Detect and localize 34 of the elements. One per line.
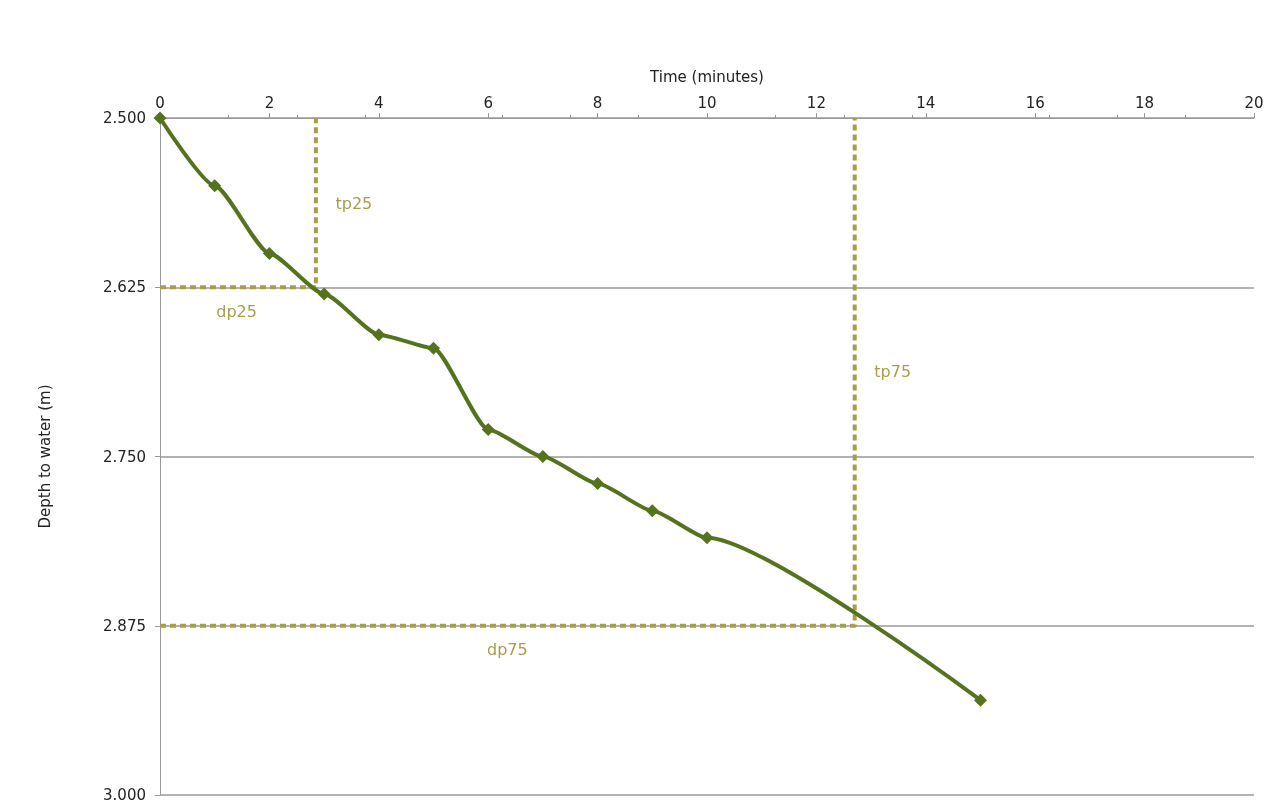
point (591, 477, 605, 491)
point (317, 287, 331, 301)
point (974, 693, 987, 707)
x-tick-label: 18 (1135, 93, 1155, 112)
x-tick-label: 12 (806, 93, 826, 112)
point (536, 450, 550, 463)
y-tick-label: 2.625 (103, 278, 146, 297)
annotation: dp75 (487, 640, 528, 660)
y-tick-label: 2.875 (103, 616, 146, 635)
x-axis-title: Time (minutes) (649, 67, 764, 86)
point (262, 246, 276, 260)
y-tick-label: 2.750 (103, 447, 146, 466)
annotation: dp25 (216, 301, 257, 321)
x-tick-label: 16 (1025, 93, 1045, 112)
x-tick-label: 6 (483, 93, 493, 112)
point (372, 328, 386, 342)
point (645, 504, 659, 518)
point (427, 341, 440, 355)
y-tick-label: 2.500 (103, 109, 146, 127)
point (153, 111, 167, 125)
x-tick-label: 10 (697, 93, 717, 112)
x-tick-label: 20 (1244, 93, 1264, 112)
annotation: tp25 (335, 193, 373, 213)
annotation: tp75 (874, 361, 912, 381)
y-axis-title: Depth to water (m) (35, 384, 54, 529)
point (481, 422, 495, 436)
x-tick-label: 2 (264, 93, 275, 112)
point (208, 179, 222, 193)
x-tick-label: 14 (916, 93, 936, 112)
y-tick-label: 3.000 (103, 786, 146, 804)
x-tick-label: 8 (592, 93, 603, 112)
x-tick-label: 4 (374, 93, 384, 112)
x-tick-label: 0 (155, 93, 165, 112)
point (700, 531, 714, 545)
